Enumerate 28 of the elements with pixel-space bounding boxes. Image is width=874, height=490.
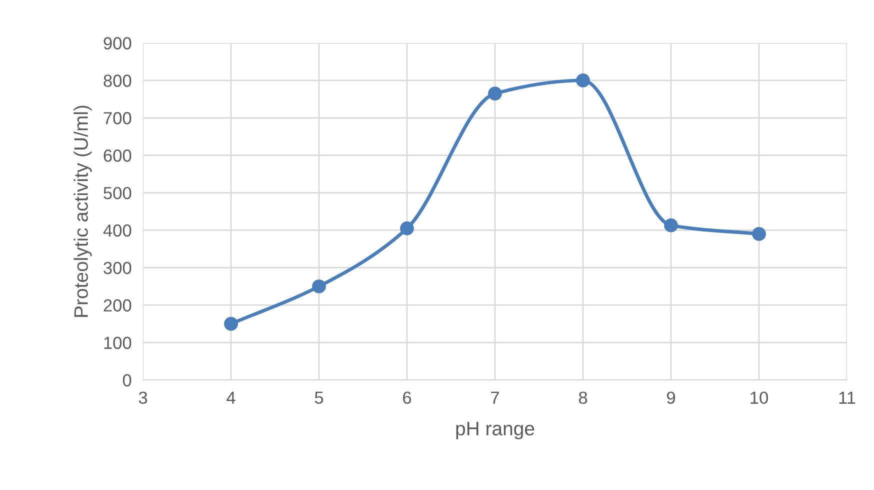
x-tick-label: 3	[138, 392, 148, 404]
x-tick-label: 10	[750, 392, 768, 404]
x-tick-label: 7	[491, 392, 499, 404]
x-tick-label: 6	[403, 392, 412, 404]
point	[312, 279, 326, 294]
y-tick-label: 0	[122, 374, 132, 386]
y-tick-label: 400	[103, 224, 132, 237]
point	[224, 316, 238, 331]
y-axis-title: Proteolytic activity (U/ml)	[74, 106, 92, 317]
point	[752, 227, 766, 241]
x-tick-label: 8	[578, 392, 588, 404]
y-tick-label: 100	[104, 336, 132, 350]
point	[576, 74, 590, 88]
y-tick-label: 200	[104, 299, 132, 312]
y-tick-label: 800	[104, 74, 132, 87]
y-tick-label: 900	[104, 37, 132, 50]
x-tick-label: 5	[314, 392, 324, 404]
y-tick-label: 600	[104, 150, 132, 162]
point	[400, 221, 414, 236]
x-tick-label: 9	[666, 392, 676, 404]
y-tick-label: 300	[104, 262, 132, 274]
x-axis-title: pH range	[456, 422, 534, 440]
y-tick-label: 700	[104, 112, 132, 124]
y-tick-label: 500	[104, 186, 132, 200]
point	[664, 218, 678, 232]
point	[488, 86, 502, 100]
x-tick-label: 4	[226, 392, 236, 404]
x-tick-label: 11	[839, 392, 856, 404]
